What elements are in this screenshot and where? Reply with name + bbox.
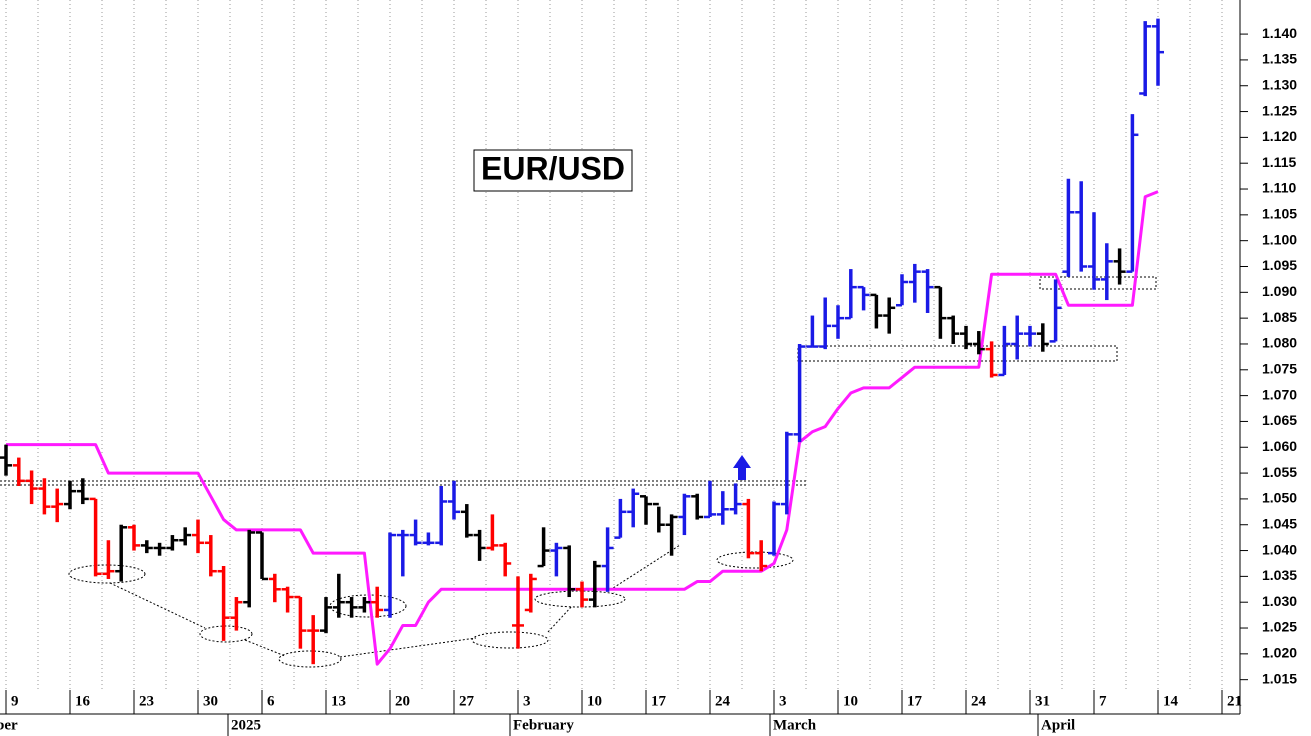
trend-line — [547, 605, 573, 633]
y-tick-label: 1.025 — [1262, 619, 1297, 635]
low-ellipse — [199, 625, 253, 643]
month-label: ber — [0, 717, 18, 733]
y-tick-label: 1.135 — [1262, 51, 1297, 67]
x-tick-label: 14 — [1163, 693, 1179, 709]
breakout-arrow — [733, 455, 751, 480]
chart-title: EUR/USD — [481, 150, 625, 186]
x-tick-label: 10 — [843, 693, 858, 709]
plot — [0, 18, 1164, 666]
trend-line — [109, 582, 206, 629]
x-tick-label: 7 — [1099, 693, 1107, 709]
month-label: March — [773, 717, 817, 733]
y-tick-label: 1.125 — [1262, 102, 1297, 118]
x-tick-label: 27 — [459, 693, 475, 709]
y-tick-label: 1.070 — [1262, 386, 1297, 402]
y-tick-label: 1.140 — [1262, 25, 1297, 41]
x-tick-label: 17 — [907, 693, 923, 709]
y-tick-label: 1.015 — [1262, 670, 1297, 686]
y-tick-label: 1.040 — [1262, 541, 1297, 557]
title-box — [473, 149, 633, 192]
y-tick-label: 1.115 — [1262, 154, 1296, 170]
x-tick-label: 20 — [395, 693, 410, 709]
x-tick-label: 10 — [587, 693, 602, 709]
y-tick-label: 1.100 — [1262, 231, 1297, 247]
y-tick-label: 1.045 — [1262, 515, 1297, 531]
month-label: 2025 — [231, 717, 261, 733]
x-tick-label: 21 — [1227, 693, 1242, 709]
y-tick-label: 1.035 — [1262, 567, 1297, 583]
y-tick-label: 1.055 — [1262, 464, 1297, 480]
axes: 1.015 1.020 1.025 1.030 1.035 1.040 1.045 1.050… — [0, 25, 1297, 736]
x-tick-label: 30 — [203, 693, 218, 709]
y-tick-label: 1.120 — [1262, 128, 1297, 144]
x-tick-label: 31 — [1035, 693, 1050, 709]
trend-line — [339, 637, 477, 658]
support-box — [1039, 276, 1157, 290]
y-tick-label: 1.085 — [1262, 309, 1297, 325]
x-tick-label: 13 — [331, 693, 346, 709]
x-tick-label: 6 — [267, 693, 275, 709]
y-tick-label: 1.090 — [1262, 283, 1297, 299]
month-label: February — [513, 717, 574, 733]
y-tick-label: 1.095 — [1262, 257, 1297, 273]
y-tick-label: 1.020 — [1262, 645, 1297, 661]
low-ellipse — [471, 631, 549, 649]
y-tick-label: 1.110 — [1262, 180, 1296, 196]
y-tick-label: 1.065 — [1262, 412, 1297, 428]
low-ellipse — [534, 590, 626, 608]
x-tick-label: 24 — [971, 693, 987, 709]
x-tick-label: 3 — [779, 693, 787, 709]
x-tick-label: 17 — [651, 693, 667, 709]
y-tick-label: 1.030 — [1262, 593, 1297, 609]
x-tick-label: 16 — [75, 693, 91, 709]
x-tick-label: 3 — [523, 693, 531, 709]
low-ellipse — [278, 650, 342, 668]
low-ellipse — [716, 551, 794, 569]
y-tick-label: 1.060 — [1262, 438, 1297, 454]
y-tick-label: 1.080 — [1262, 335, 1297, 351]
y-tick-label: 1.075 — [1262, 360, 1297, 376]
trend-line — [609, 544, 681, 591]
month-label: April — [1041, 717, 1075, 733]
x-tick-label: 9 — [11, 693, 19, 709]
y-tick-label: 1.105 — [1262, 206, 1297, 222]
trend-line — [244, 639, 286, 657]
x-tick-label: 24 — [715, 693, 731, 709]
y-tick-label: 1.130 — [1262, 76, 1297, 92]
y-tick-label: 1.050 — [1262, 490, 1297, 506]
x-tick-label: 23 — [139, 693, 154, 709]
